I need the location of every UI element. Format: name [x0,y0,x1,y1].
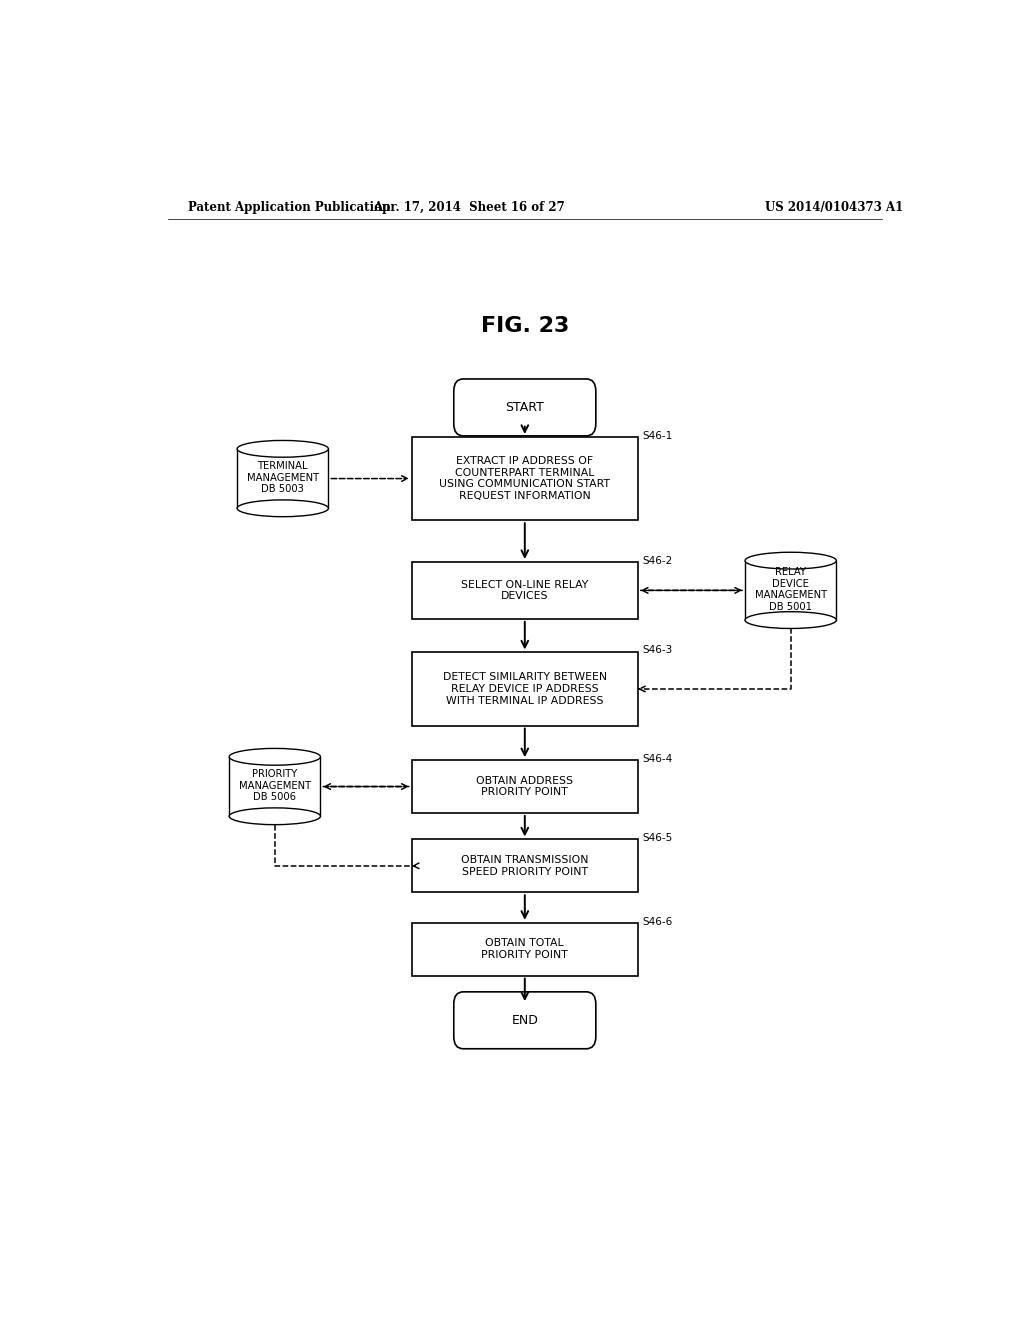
Text: S46-1: S46-1 [642,430,673,441]
Text: Patent Application Publication: Patent Application Publication [187,201,390,214]
Ellipse shape [745,552,837,569]
Bar [412,923,638,975]
Ellipse shape [238,441,329,457]
Text: SELECT ON-LINE RELAY
DEVICES: SELECT ON-LINE RELAY DEVICES [461,579,589,601]
Text: S46-6: S46-6 [642,916,673,927]
Ellipse shape [229,808,321,825]
Bar [412,760,638,813]
Text: RELAY
DEVICE
MANAGEMENT
DB 5001: RELAY DEVICE MANAGEMENT DB 5001 [755,568,826,612]
Bar [412,840,638,892]
Bar [412,652,638,726]
Text: DETECT SIMILARITY BETWEEN
RELAY DEVICE IP ADDRESS
WITH TERMINAL IP ADDRESS: DETECT SIMILARITY BETWEEN RELAY DEVICE I… [442,672,607,706]
Text: PRIORITY
MANAGEMENT
DB 5006: PRIORITY MANAGEMENT DB 5006 [239,770,311,803]
Bar [745,561,837,620]
Ellipse shape [238,500,329,516]
Text: START: START [506,401,544,414]
Text: END: END [511,1014,539,1027]
Text: OBTAIN TRANSMISSION
SPEED PRIORITY POINT: OBTAIN TRANSMISSION SPEED PRIORITY POINT [461,855,589,876]
Text: EXTRACT IP ADDRESS OF
COUNTERPART TERMINAL
USING COMMUNICATION START
REQUEST INF: EXTRACT IP ADDRESS OF COUNTERPART TERMIN… [439,457,610,502]
Text: Apr. 17, 2014  Sheet 16 of 27: Apr. 17, 2014 Sheet 16 of 27 [374,201,565,214]
Bar [412,562,638,619]
Text: OBTAIN TOTAL
PRIORITY POINT: OBTAIN TOTAL PRIORITY POINT [481,939,568,960]
Text: US 2014/0104373 A1: US 2014/0104373 A1 [765,201,903,214]
Text: OBTAIN ADDRESS
PRIORITY POINT: OBTAIN ADDRESS PRIORITY POINT [476,776,573,797]
Text: S46-3: S46-3 [642,645,673,655]
Bar [238,449,329,508]
FancyBboxPatch shape [454,991,596,1049]
Text: S46-4: S46-4 [642,754,673,764]
Text: FIG. 23: FIG. 23 [480,315,569,337]
Ellipse shape [229,748,321,766]
Ellipse shape [745,611,837,628]
Text: TERMINAL
MANAGEMENT
DB 5003: TERMINAL MANAGEMENT DB 5003 [247,461,318,494]
FancyBboxPatch shape [454,379,596,436]
Text: S46-2: S46-2 [642,556,673,566]
Bar [229,756,321,816]
Bar [412,437,638,520]
Text: S46-5: S46-5 [642,833,673,843]
